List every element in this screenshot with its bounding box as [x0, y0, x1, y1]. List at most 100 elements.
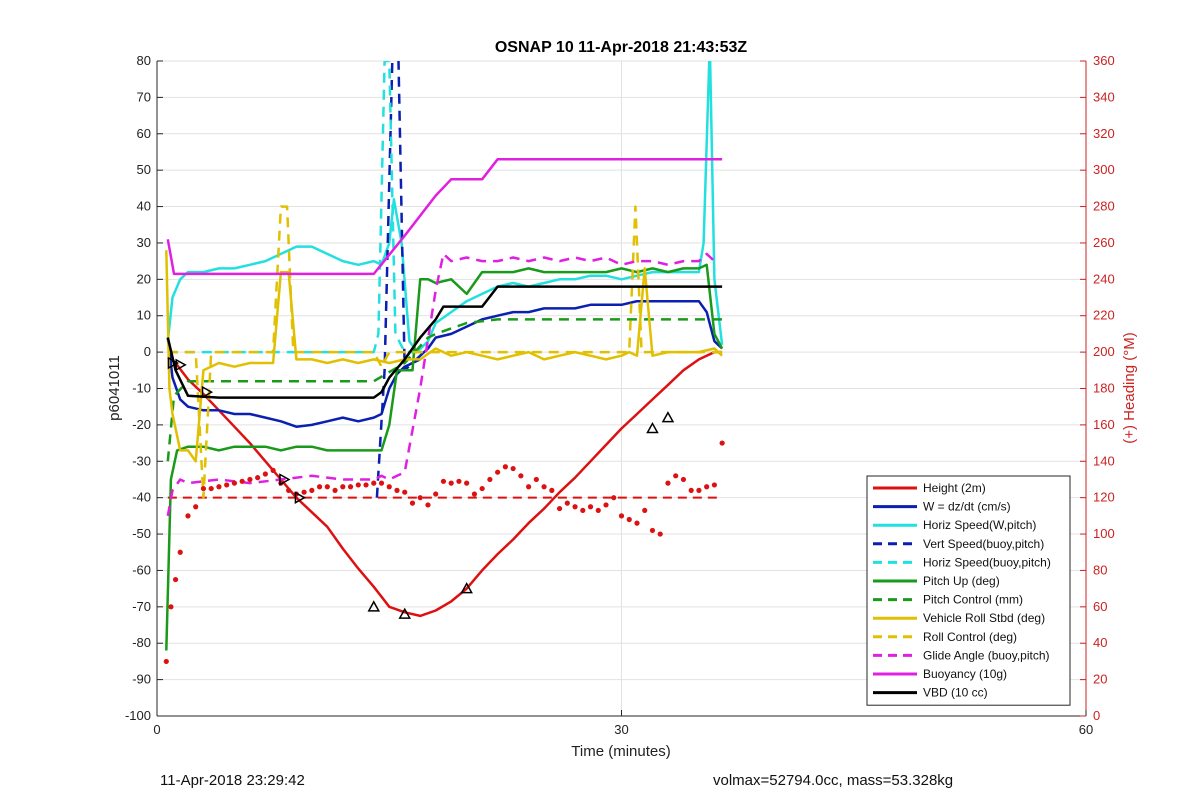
y-right-tick-label: 340: [1093, 89, 1115, 104]
legend-entry-glide-angle-buoy-pitch: Glide Angle (buoy,pitch): [923, 648, 1050, 662]
heading-point: [262, 471, 268, 477]
series-line-buoyancy-10g: [166, 158, 723, 276]
y-tick-label: -50: [132, 526, 151, 541]
y-tick-label: 10: [137, 308, 151, 323]
heading-point: [417, 495, 423, 501]
heading-point: [239, 478, 245, 484]
y-right-tick-label: 160: [1093, 417, 1115, 432]
y-right-tick-label: 80: [1093, 562, 1107, 577]
heading-point: [665, 480, 671, 486]
y-tick-label: 20: [137, 271, 151, 286]
heading-point: [711, 482, 718, 488]
x-tick-label: 0: [153, 722, 160, 737]
y-tick-label: 50: [137, 162, 151, 177]
heading-point: [549, 487, 555, 493]
y-right-tick-label: 260: [1093, 235, 1115, 250]
heading-point: [332, 487, 338, 493]
heading-point: [448, 480, 454, 486]
legend-entry-pitch-up-deg: Pitch Up (deg): [923, 574, 1000, 588]
heading-point: [247, 476, 253, 483]
heading-point: [704, 484, 710, 490]
marker-up-triangle: [661, 411, 675, 423]
y-tick-label: -80: [132, 635, 151, 650]
legend-entry-height-2m: Height (2m): [923, 481, 986, 495]
heading-point: [378, 480, 385, 486]
marker-right-triangle: [175, 358, 187, 372]
y-tick-label: -60: [132, 562, 151, 577]
y-tick-label: 60: [137, 126, 151, 141]
heading-point: [208, 485, 214, 492]
series-line-vbd-10-cc: [166, 285, 723, 399]
y-tick-label: -90: [132, 672, 151, 687]
y-right-tick-label: 40: [1093, 635, 1107, 650]
heading-point: [172, 576, 179, 583]
y-axis-right-label: (+) Heading (°M): [1121, 332, 1138, 443]
series-line-pitch-up-deg: [165, 263, 724, 651]
y-right-tick-label: 280: [1093, 199, 1115, 214]
heading-point: [526, 484, 532, 490]
heading-point: [487, 476, 493, 483]
chart-title: OSNAP 10 11-Apr-2018 21:43:53Z: [495, 39, 748, 56]
heading-point: [495, 469, 501, 475]
heading-point: [402, 489, 408, 495]
heading-point: [572, 504, 578, 510]
series-line-vert-speed-buoy-pitch: [375, 61, 421, 498]
heading-point: [719, 440, 725, 446]
y-tick-label: 40: [137, 199, 151, 214]
heading-point: [224, 482, 230, 488]
heading-point: [626, 516, 632, 523]
heading-point: [673, 473, 679, 479]
heading-point: [347, 484, 354, 490]
series-line-pitch-control-mm: [166, 318, 723, 462]
axes: 0 30 60-100-90-80-70-60-50-40-30-20-100102…: [125, 53, 1115, 737]
footer-volmax-mass: volmax=52794.0cc, mass=53.328kg: [713, 772, 954, 789]
y-tick-label: 30: [137, 235, 151, 250]
legend-box: [866, 475, 1071, 706]
series-layer: [163, 61, 725, 665]
heading-point: [696, 487, 702, 493]
heading-point: [386, 484, 392, 490]
heading-point: [541, 484, 547, 490]
y-tick-label: 80: [137, 53, 151, 68]
heading-point: [433, 491, 439, 497]
marker-right-triangle: [201, 385, 214, 399]
y-right-tick-label: 300: [1093, 162, 1115, 177]
heading-point: [340, 484, 346, 490]
marker-right-triangle: [294, 491, 306, 504]
legend-entry-vehicle-roll-stbd-deg: Vehicle Roll Stbd (deg): [923, 611, 1045, 625]
y-tick-label: -20: [132, 417, 151, 432]
heading-point: [580, 507, 586, 514]
legend-entry-buoyancy-10g: Buoyancy (10g): [923, 667, 1007, 681]
heading-point: [533, 476, 539, 483]
heading-point: [316, 484, 323, 490]
y-tick-label: -100: [125, 708, 151, 723]
heading-point: [618, 513, 625, 519]
heading-point: [371, 480, 377, 486]
heading-point: [425, 502, 431, 508]
heading-point: [688, 487, 694, 493]
heading-point: [163, 658, 169, 665]
y-right-tick-label: 0: [1093, 708, 1100, 723]
heading-point: [394, 487, 400, 493]
x-tick-label: 60: [1079, 722, 1093, 737]
y-right-tick-label: 100: [1093, 526, 1115, 541]
heading-point: [185, 513, 191, 519]
y-tick-label: 70: [137, 89, 151, 104]
footer-timestamp: 11-Apr-2018 23:29:42: [160, 772, 305, 789]
heading-point: [471, 491, 478, 497]
series-line-vehicle-roll-stbd-deg: [165, 250, 723, 463]
heading-point: [642, 507, 648, 514]
heading-point: [216, 484, 222, 490]
heading-point: [634, 520, 640, 526]
heading-point: [464, 480, 470, 486]
marker-up-triangle: [398, 607, 412, 619]
series-line-w-dz-dt-cm-s: [166, 299, 723, 428]
heading-point: [363, 482, 369, 488]
marker-up-triangle: [646, 421, 659, 434]
legend-entry-w-dz-dt-cm-s: W = dz/dt (cm/s): [923, 500, 1011, 514]
y-right-tick-label: 320: [1093, 126, 1115, 141]
heading-point: [168, 604, 174, 610]
series-line-roll-control-deg: [167, 205, 723, 499]
series-line-glide-angle-buoy-pitch: [166, 252, 716, 517]
